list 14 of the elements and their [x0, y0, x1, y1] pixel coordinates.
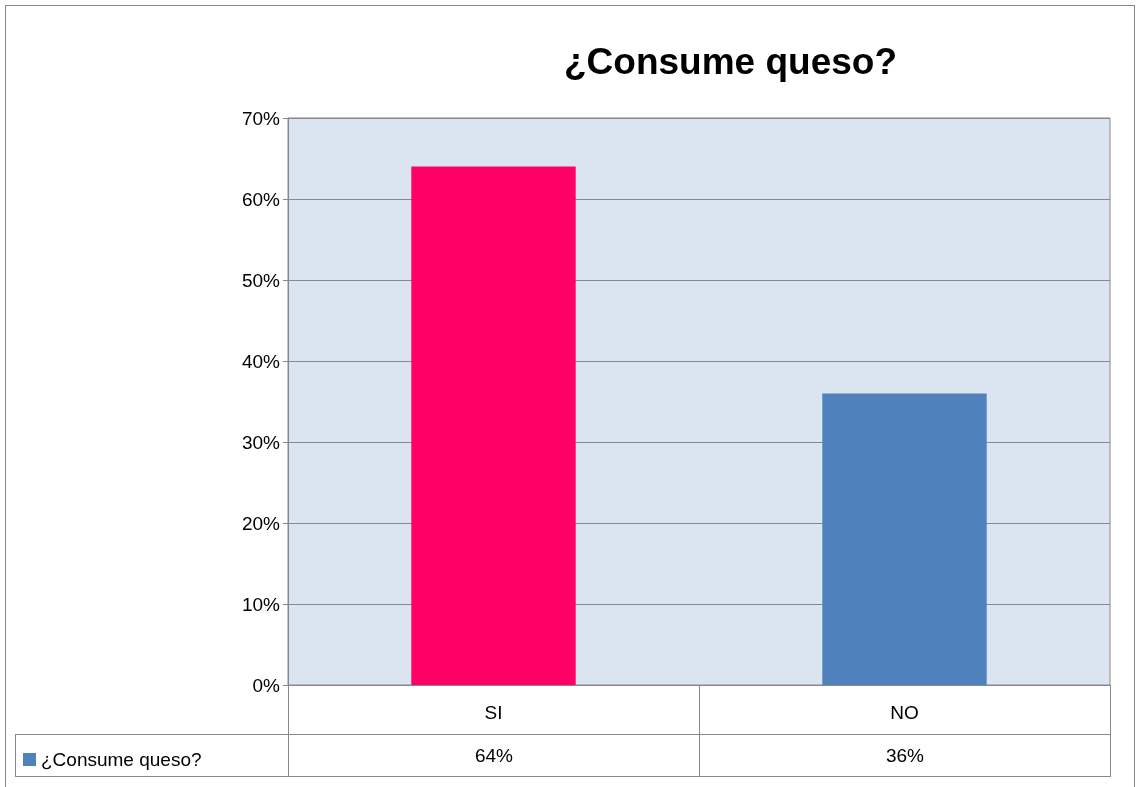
y-tick-label: 40%	[241, 350, 281, 372]
x-tick-label: SI	[484, 702, 503, 723]
y-tick-label: 60%	[241, 188, 281, 210]
legend-label: ¿Consume queso?	[41, 749, 202, 770]
y-tick-label: 0%	[252, 674, 281, 696]
chart-title: ¿Consume queso?	[564, 41, 898, 82]
y-tick-label: 10%	[241, 593, 281, 615]
y-tick-label: 30%	[241, 431, 281, 453]
y-tick-label: 20%	[241, 512, 281, 534]
data-label: 64%	[288, 734, 700, 777]
x-tick-label: NO	[890, 702, 919, 723]
y-tick-label: 50%	[241, 269, 281, 291]
data-label: 36%	[699, 734, 1111, 777]
y-tick-label: 70%	[241, 107, 281, 129]
